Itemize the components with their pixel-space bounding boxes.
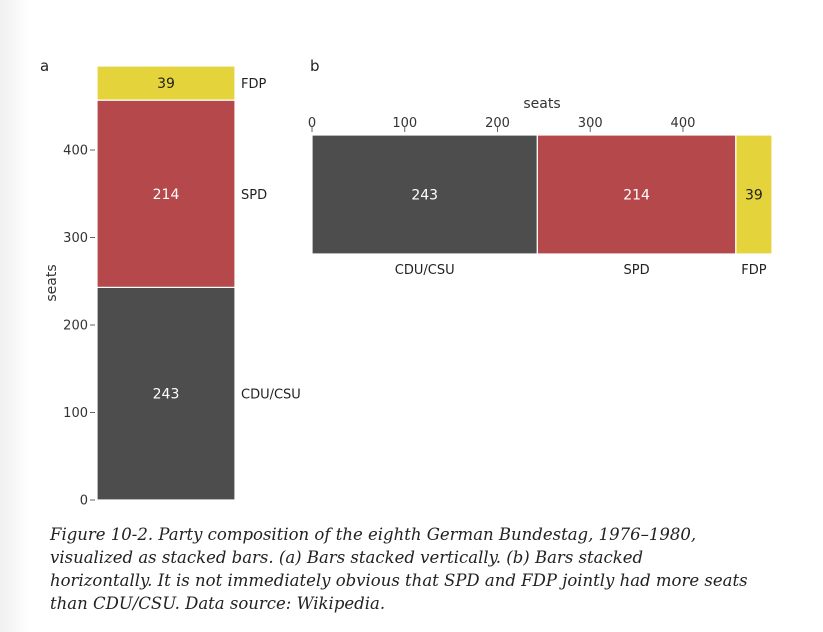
panel-a-tick-label: 100 xyxy=(63,406,88,421)
panel-a-vertical-stacked-bar: a seats 0 100 200 300 400 243 214 39 CDU/CSU SP… xyxy=(40,57,301,509)
panel-b-value-label-fdp: 39 xyxy=(745,188,763,204)
panel-a-value-label-cdu-csu: 243 xyxy=(153,387,180,403)
panel-b-tick-label: 0 xyxy=(308,116,316,131)
panel-b-value-label-cdu-csu: 243 xyxy=(411,188,438,204)
panel-a-tick-label: 400 xyxy=(63,144,88,159)
panel-b-bar-cdu-csu xyxy=(311,134,538,255)
panel-a-tick-label: 300 xyxy=(63,231,88,246)
panel-b-tick-label: 400 xyxy=(671,116,696,131)
panel-a-category-label-spd: SPD xyxy=(241,188,267,203)
panel-b-tick-label: 100 xyxy=(392,116,417,131)
figure-caption: Figure 10-2. Party composition of the ei… xyxy=(50,525,748,613)
panel-b-value-label-spd: 214 xyxy=(623,188,650,204)
panel-a-axis-title: seats xyxy=(44,264,60,301)
panel-b-axis-title: seats xyxy=(523,96,560,112)
panel-b-horizontal-stacked-bar: b seats 0 100 200 300 400 243 214 39 CDU/CSU SP… xyxy=(308,57,773,278)
panel-a-bar-cdu-csu xyxy=(96,286,236,501)
panel-a-tick-label: 0 xyxy=(80,494,88,509)
panel-b-tick-label: 300 xyxy=(578,116,603,131)
panel-b-bar-spd xyxy=(536,134,737,255)
panel-b-category-label-cdu-csu: CDU/CSU xyxy=(395,263,455,278)
panel-b-category-label-spd: SPD xyxy=(624,263,650,278)
panel-a-value-label-spd: 214 xyxy=(153,187,180,203)
panel-a-value-label-fdp: 39 xyxy=(157,76,175,92)
panel-a-category-label-cdu-csu: CDU/CSU xyxy=(241,388,301,403)
panel-a-category-label-fdp: FDP xyxy=(241,77,266,92)
panel-b-tick-label: 200 xyxy=(485,116,510,131)
panel-a-bar-fdp xyxy=(96,65,236,101)
panel-a-label: a xyxy=(40,57,49,75)
panel-a-bar-spd xyxy=(96,99,236,288)
panel-a-tick-label: 200 xyxy=(63,319,88,334)
panel-b-category-label-fdp: FDP xyxy=(741,263,766,278)
panel-b-bar-fdp xyxy=(735,134,773,255)
page-edge-shade xyxy=(0,0,30,632)
panel-b-label: b xyxy=(310,57,320,75)
figure-chart: a seats 0 100 200 300 400 243 214 39 CDU/CSU SP… xyxy=(40,57,773,509)
